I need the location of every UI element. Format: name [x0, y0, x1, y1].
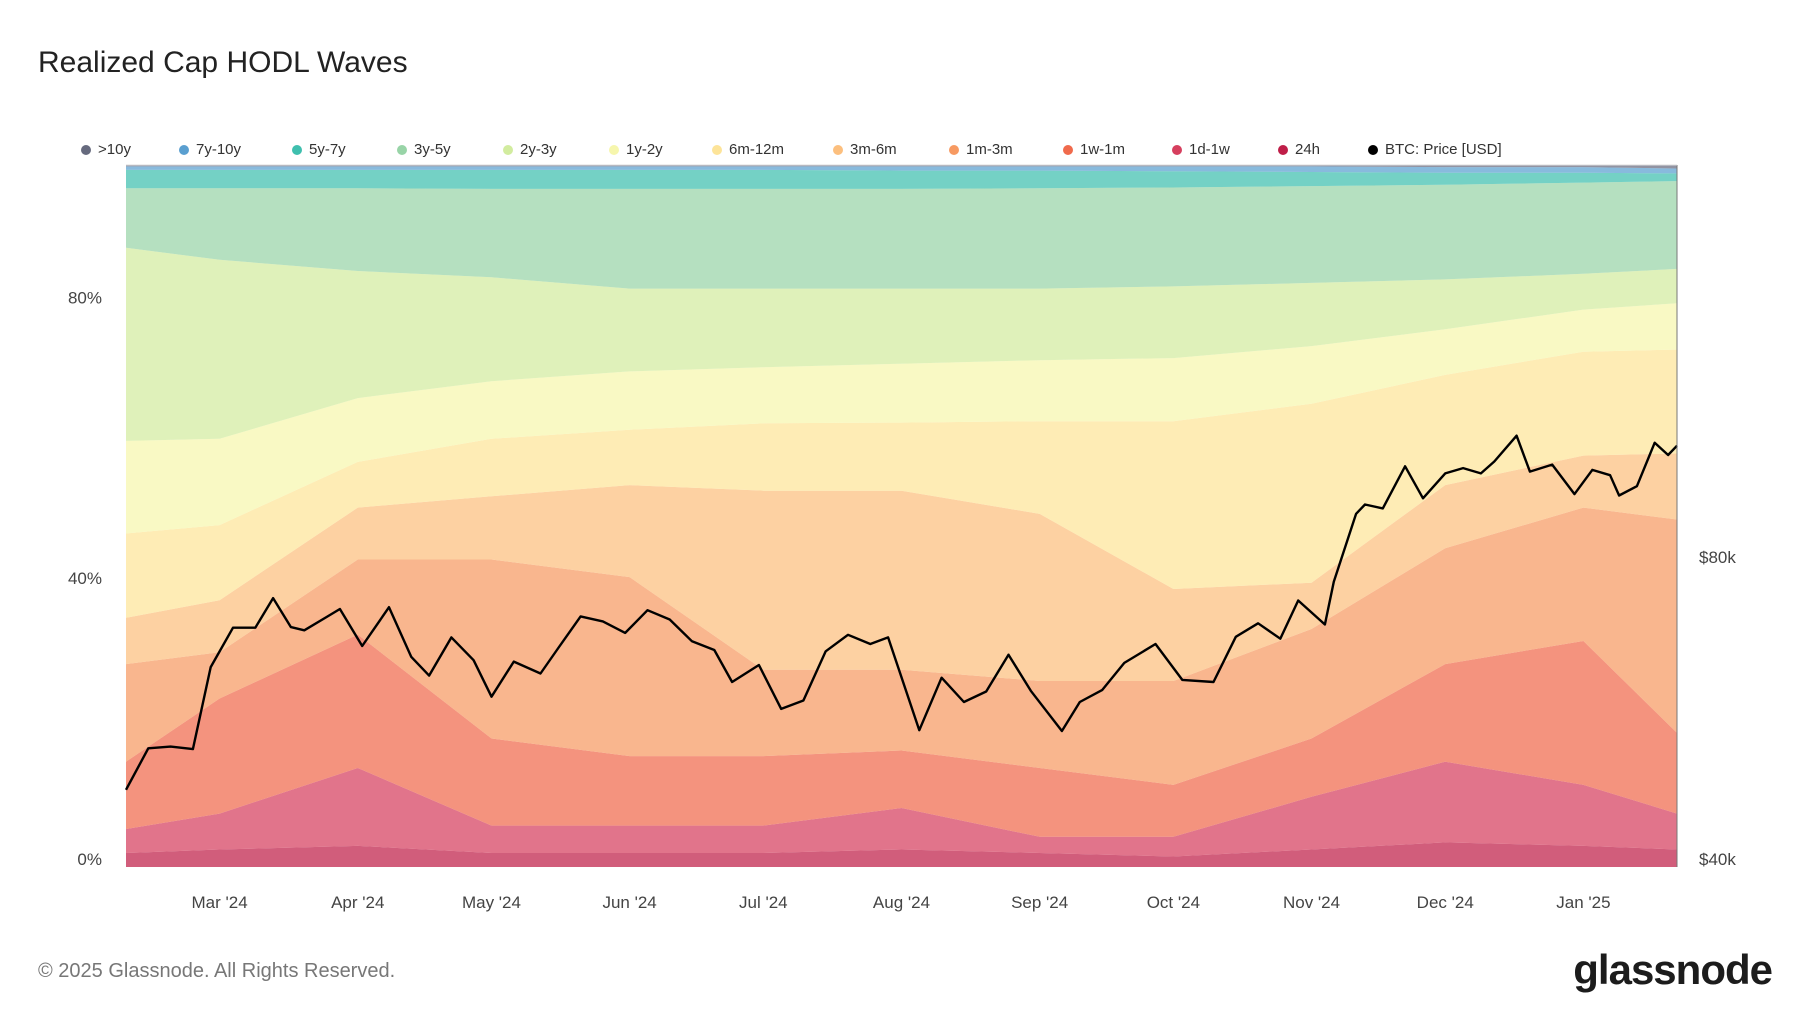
area-3m-6m	[126, 453, 1677, 681]
legend-item[interactable]: >10y	[81, 141, 131, 158]
legend-item[interactable]: 7y-10y	[179, 141, 241, 158]
legend-label: 1w-1m	[1080, 141, 1126, 158]
legend-dot-icon	[81, 144, 91, 155]
legend-label: 3y-5y	[414, 141, 451, 158]
legend-label: 2y-3y	[520, 141, 557, 158]
legend-label: 1m-3m	[966, 141, 1013, 158]
legend-dot-icon	[292, 144, 302, 155]
y-right-tick-label: $80k	[1699, 548, 1736, 567]
legend-item[interactable]: 3y-5y	[397, 141, 451, 158]
legend-item[interactable]: 1w-1m	[1063, 141, 1125, 158]
legend-label: 7y-10y	[196, 141, 242, 158]
legend-item[interactable]: 24h	[1278, 141, 1320, 158]
x-tick-label: May '24	[462, 893, 521, 912]
x-tick-label: Oct '24	[1147, 893, 1200, 912]
x-tick-label: Dec '24	[1417, 893, 1474, 912]
legend-item[interactable]: 5y-7y	[292, 141, 346, 158]
area-7y-10y	[126, 166, 1677, 174]
btc-price-line	[124, 434, 1678, 791]
x-tick-label: Jan '25	[1556, 893, 1610, 912]
area-2y-3y	[126, 247, 1677, 441]
area-6m-12m	[126, 349, 1677, 618]
area-3y-5y	[126, 181, 1677, 289]
x-tick-label: Jul '24	[739, 893, 788, 912]
area-1y-2y	[126, 303, 1677, 534]
x-tick-label: Apr '24	[331, 893, 384, 912]
y-left-tick-label: 80%	[68, 288, 102, 307]
area-24h	[126, 842, 1677, 867]
legend-item[interactable]: 3m-6m	[833, 141, 897, 158]
legend-item[interactable]: 1m-3m	[949, 141, 1013, 158]
legend-label: BTC: Price [USD]	[1385, 141, 1502, 158]
y-left-tick-label: 0%	[77, 850, 102, 869]
copyright: © 2025 Glassnode. All Rights Reserved.	[38, 960, 396, 982]
legend-dot-icon	[1172, 144, 1182, 155]
axis-ticks: Mar '24 Apr '24 May '24 Jun '24 Jul '24 Aug '…	[68, 288, 1736, 912]
legend-item[interactable]: 2y-3y	[503, 141, 557, 158]
glassnode-logo[interactable]: glassnode	[1573, 946, 1773, 993]
legend-dot-icon	[833, 144, 843, 155]
legend-dot-icon	[1368, 144, 1378, 155]
legend-item[interactable]: BTC: Price [USD]	[1368, 141, 1502, 158]
legend-dot-icon	[397, 144, 407, 155]
area-1d-1w	[126, 761, 1677, 857]
area-1w-1m	[126, 634, 1677, 837]
area-gt10y	[126, 165, 1677, 169]
legend-label: >10y	[98, 141, 131, 158]
x-tick-label: Jun '24	[602, 893, 656, 912]
area-1m-3m	[126, 507, 1677, 785]
legend-dot-icon	[503, 144, 513, 155]
legend-dot-icon	[179, 144, 189, 155]
legend-item[interactable]: 1y-2y	[609, 141, 663, 158]
legend-item[interactable]: 6m-12m	[712, 141, 784, 158]
legend-item[interactable]: 1d-1w	[1172, 141, 1230, 158]
x-tick-label: Mar '24	[192, 893, 248, 912]
x-tick-label: Sep '24	[1011, 893, 1068, 912]
legend-label: 1d-1w	[1189, 141, 1230, 158]
legend-label: 24h	[1295, 141, 1321, 158]
x-tick-label: Aug '24	[873, 893, 930, 912]
x-tick-label: Nov '24	[1283, 893, 1340, 912]
legend-label: 3m-6m	[850, 141, 897, 158]
y-right-tick-label: $40k	[1699, 850, 1736, 869]
legend-dot-icon	[1278, 144, 1288, 155]
legend-label: 6m-12m	[729, 141, 785, 158]
legend-label: 5y-7y	[309, 141, 346, 158]
area-layer	[126, 165, 1677, 867]
legend-dot-icon	[949, 144, 959, 155]
chart-title: Realized Cap HODL Waves	[38, 46, 408, 79]
legend-dot-icon	[609, 144, 619, 155]
y-left-tick-label: 40%	[68, 569, 102, 588]
legend-dot-icon	[712, 144, 722, 155]
legend-dot-icon	[1063, 144, 1073, 155]
legend-label: 1y-2y	[626, 141, 663, 158]
area-5y-7y	[126, 169, 1677, 189]
